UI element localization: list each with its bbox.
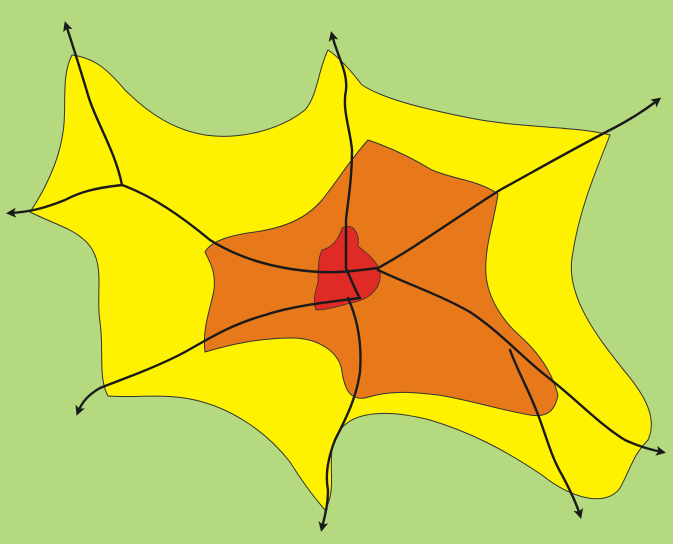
road-southeast-branch: [508, 348, 584, 519]
road-northwest: [63, 21, 124, 187]
road-southwest: [75, 296, 362, 416]
road-north: [328, 31, 354, 270]
road-southeast: [376, 268, 666, 456]
road-south: [318, 296, 362, 532]
road-northeast: [376, 97, 662, 270]
road-west: [6, 183, 124, 218]
road-northwest-main: [120, 183, 380, 274]
road-core-link: [344, 266, 362, 300]
